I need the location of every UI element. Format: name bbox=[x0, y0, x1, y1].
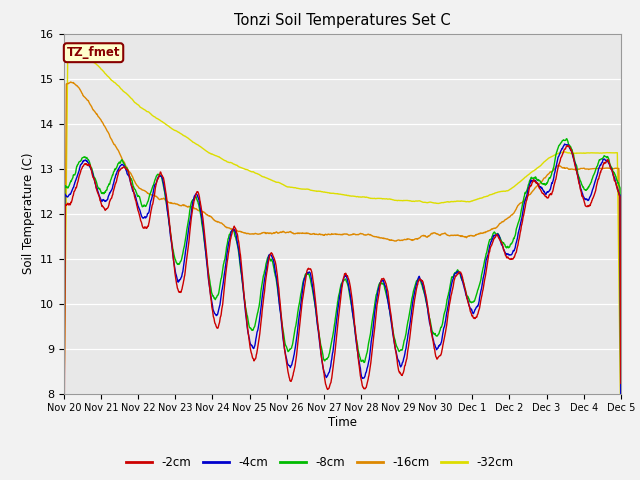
Text: TZ_fmet: TZ_fmet bbox=[67, 46, 120, 59]
Y-axis label: Soil Temperature (C): Soil Temperature (C) bbox=[22, 153, 35, 275]
Legend: -2cm, -4cm, -8cm, -16cm, -32cm: -2cm, -4cm, -8cm, -16cm, -32cm bbox=[122, 452, 518, 474]
Title: Tonzi Soil Temperatures Set C: Tonzi Soil Temperatures Set C bbox=[234, 13, 451, 28]
X-axis label: Time: Time bbox=[328, 416, 357, 429]
